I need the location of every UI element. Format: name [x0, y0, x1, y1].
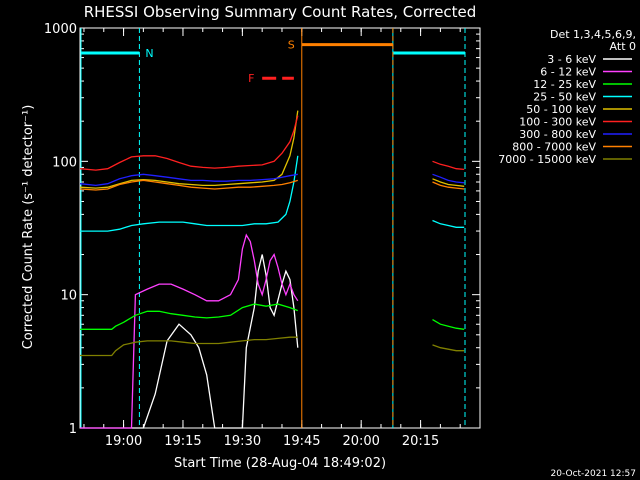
x-axis-label: Start Time (28-Aug-04 18:49:02): [174, 456, 386, 471]
x-tick-label: 20:00: [342, 434, 379, 449]
x-tick-label: 19:30: [224, 434, 261, 449]
late-series-line-300-800-kev: [432, 173, 465, 184]
annotation-bars: N S F: [80, 28, 466, 428]
late-series-line-12-25-kev: [432, 319, 465, 330]
late-series-line-7000-15000-kev: [432, 344, 465, 352]
x-tick-label: 19:15: [164, 434, 201, 449]
series-line-800-7000-kev: [79, 179, 298, 191]
y-tick-label: 1000: [44, 22, 77, 37]
late-series-line-100-300-kev: [432, 160, 465, 171]
legend-label: 800 - 7000 keV: [512, 141, 596, 154]
y-tick-label: 10: [60, 289, 77, 304]
plot-axes: 19:00 19:15 19:30 19:45 20:00 20:15 1 10 100 1000: [44, 22, 481, 449]
legend-label: 50 - 100 keV: [526, 103, 596, 116]
x-tick-label: 20:15: [402, 434, 439, 449]
late-series-line-800-7000-kev: [432, 181, 465, 190]
series-line-7000-15000-kev: [80, 336, 298, 357]
chart-title: RHESSI Observing Summary Count Rates, Co…: [84, 3, 477, 21]
legend-label: 12 - 25 keV: [533, 78, 596, 91]
night-label: N: [145, 47, 153, 60]
legend-header: Det 1,3,4,5,6,9,: [550, 28, 636, 41]
y-tick-label: 100: [52, 155, 77, 170]
flare-label: F: [248, 72, 254, 85]
series-line-3-6-kev: [80, 254, 299, 429]
legend-label: 25 - 50 keV: [533, 91, 596, 104]
series-line-100-300-kev: [79, 115, 299, 171]
y-axis-label: Corrected Count Rate (s⁻¹ detector⁻¹): [21, 105, 36, 350]
late-series-line-50-100-kev: [432, 178, 465, 187]
late-series-line-25-50-kev: [432, 219, 465, 228]
saa-label: S: [288, 39, 295, 52]
legend-label: 3 - 6 keV: [547, 53, 596, 66]
legend-label: 100 - 300 keV: [519, 116, 596, 129]
legend-header: Att 0: [610, 40, 636, 53]
legend-label: 300 - 800 keV: [519, 128, 596, 141]
series-line-6-12-kev: [80, 233, 299, 429]
x-tick-label: 19:45: [283, 434, 320, 449]
plot-frame: [79, 27, 481, 429]
series-line-25-50-kev: [80, 155, 299, 232]
series-line-300-800-kev: [79, 173, 298, 187]
legend-label: 7000 - 15000 keV: [498, 153, 596, 166]
legend-label: 6 - 12 keV: [540, 66, 596, 79]
series-lines: [79, 110, 465, 429]
y-tick-label: 1: [69, 422, 77, 437]
series-line-12-25-kev: [80, 303, 299, 330]
footer-date: 20-Oct-2021 12:57: [551, 469, 636, 479]
x-tick-label: 19:00: [105, 434, 142, 449]
series-line-50-100-kev: [79, 110, 299, 189]
